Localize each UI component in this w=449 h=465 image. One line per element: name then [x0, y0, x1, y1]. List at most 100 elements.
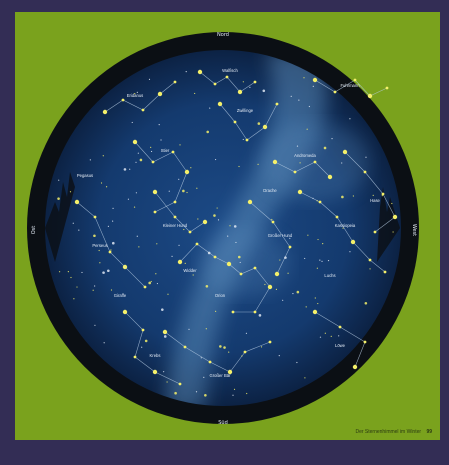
star — [93, 234, 96, 238]
star — [168, 190, 170, 192]
star — [194, 92, 196, 95]
star — [274, 271, 280, 277]
star — [58, 179, 60, 181]
star — [161, 308, 164, 311]
constellation-label: Walfisch — [222, 68, 238, 73]
star — [136, 235, 138, 237]
star — [219, 345, 222, 348]
star — [245, 138, 249, 142]
star — [213, 82, 217, 86]
star — [72, 222, 74, 224]
star — [307, 234, 309, 236]
star — [239, 272, 243, 276]
constellation-label: Löwe — [335, 343, 346, 348]
constellation-line — [134, 141, 188, 213]
star — [89, 159, 91, 161]
star — [129, 168, 131, 170]
constellation-line — [249, 201, 291, 275]
star — [111, 241, 115, 245]
star — [257, 122, 261, 125]
star — [100, 182, 103, 184]
star — [150, 280, 152, 283]
constellation-label: Widder — [183, 268, 197, 273]
star — [312, 197, 314, 199]
caption-text: Der Sternenhimmel im Winter — [355, 429, 422, 435]
star — [185, 71, 187, 73]
star — [148, 281, 151, 285]
star — [183, 345, 187, 349]
star — [178, 244, 180, 246]
star — [383, 270, 387, 274]
sky-disk — [45, 50, 401, 406]
star — [241, 355, 243, 357]
star — [178, 178, 180, 180]
star — [262, 89, 266, 93]
star — [372, 194, 374, 196]
star — [57, 197, 60, 200]
star — [173, 200, 177, 204]
star — [167, 293, 169, 295]
star — [171, 255, 173, 257]
star — [67, 270, 69, 273]
constellation-label: Stier — [161, 148, 170, 153]
constellation-label: Luchs — [324, 273, 335, 278]
star — [242, 138, 244, 141]
star — [102, 271, 105, 274]
star — [385, 86, 389, 90]
star — [288, 245, 292, 249]
star — [123, 168, 127, 171]
star — [271, 218, 273, 221]
star — [317, 302, 319, 305]
star — [156, 243, 158, 245]
star — [69, 191, 72, 193]
star — [183, 228, 185, 231]
star — [305, 306, 307, 308]
star — [321, 260, 323, 262]
compass-east: Ost — [31, 226, 37, 235]
star — [352, 195, 354, 197]
star — [94, 324, 96, 326]
star — [206, 130, 210, 134]
constellation-label: Pegasus — [77, 173, 93, 178]
star — [260, 346, 263, 348]
star — [108, 250, 112, 254]
star — [314, 297, 316, 299]
star — [350, 239, 356, 245]
star — [352, 364, 358, 370]
star — [163, 335, 167, 338]
star — [381, 195, 383, 197]
star — [296, 290, 300, 294]
star — [342, 149, 348, 155]
star — [188, 230, 192, 234]
star — [203, 376, 205, 378]
star — [233, 225, 237, 228]
star — [296, 145, 299, 147]
star — [216, 207, 218, 209]
star — [197, 69, 203, 75]
page-number: 99 — [426, 429, 432, 435]
star — [99, 262, 101, 264]
star — [327, 174, 333, 180]
star — [335, 215, 339, 219]
star — [275, 288, 278, 290]
star — [247, 199, 253, 205]
star — [195, 391, 198, 393]
star — [134, 92, 136, 95]
star — [205, 328, 207, 330]
constellation-label: Eridanus — [127, 93, 144, 98]
star — [243, 350, 247, 354]
star — [173, 215, 177, 219]
star — [148, 78, 151, 80]
star-points — [57, 69, 398, 397]
star — [290, 95, 292, 97]
star — [239, 261, 241, 264]
star — [253, 310, 257, 314]
star — [279, 259, 281, 261]
star — [141, 328, 145, 332]
star — [289, 237, 291, 239]
star — [317, 238, 319, 241]
star — [202, 219, 208, 225]
star — [92, 289, 94, 291]
star — [353, 78, 357, 82]
star — [150, 150, 153, 153]
